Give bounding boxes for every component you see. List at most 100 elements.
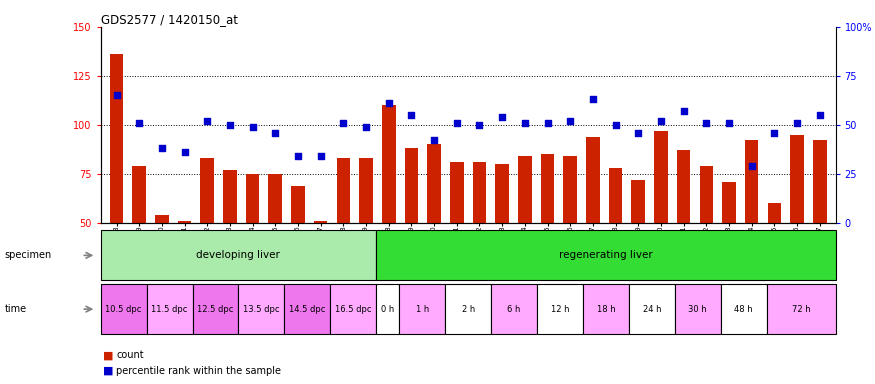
Point [676, 108, 690, 114]
Point [518, 120, 532, 126]
Point [790, 120, 804, 126]
Bar [445, 284, 491, 334]
Text: 30 h: 30 h [689, 305, 707, 314]
Text: developing liver: developing liver [197, 250, 280, 260]
Text: 18 h: 18 h [597, 305, 615, 314]
Text: regenerating liver: regenerating liver [559, 250, 653, 260]
Bar [813, 141, 827, 321]
Text: specimen: specimen [4, 250, 52, 260]
Point [336, 120, 350, 126]
Bar [331, 284, 376, 334]
Point [246, 124, 260, 130]
Bar [721, 284, 766, 334]
Point [178, 149, 192, 155]
Text: 13.5 dpc: 13.5 dpc [243, 305, 280, 314]
Bar [790, 135, 804, 321]
Bar [269, 174, 282, 321]
Point [564, 118, 578, 124]
Point [404, 112, 418, 118]
Text: percentile rank within the sample: percentile rank within the sample [116, 366, 282, 376]
Bar [337, 158, 350, 321]
Bar [155, 215, 169, 321]
Point [699, 120, 713, 126]
Text: 12.5 dpc: 12.5 dpc [197, 305, 234, 314]
Text: 48 h: 48 h [734, 305, 753, 314]
Bar [518, 156, 532, 321]
Text: time: time [4, 304, 26, 314]
Bar [178, 221, 192, 321]
Text: 14.5 dpc: 14.5 dpc [289, 305, 326, 314]
Bar [147, 284, 192, 334]
Bar [586, 137, 599, 321]
Point [813, 112, 827, 118]
Text: 72 h: 72 h [792, 305, 810, 314]
Bar [541, 154, 555, 321]
Bar [246, 174, 259, 321]
Bar [609, 168, 622, 321]
Bar [200, 158, 214, 321]
Bar [192, 284, 238, 334]
Bar [382, 105, 396, 321]
Point [382, 100, 396, 106]
Point [450, 120, 464, 126]
Text: 16.5 dpc: 16.5 dpc [335, 305, 372, 314]
Point [359, 124, 373, 130]
Bar [360, 158, 373, 321]
Point [609, 122, 623, 128]
Bar [376, 230, 836, 280]
Point [223, 122, 237, 128]
Bar [583, 284, 629, 334]
Point [269, 129, 283, 136]
Text: 2 h: 2 h [461, 305, 475, 314]
Text: ■: ■ [103, 366, 114, 376]
Text: 1 h: 1 h [416, 305, 429, 314]
Bar [132, 166, 146, 321]
Bar [745, 141, 759, 321]
Point [586, 96, 600, 103]
Bar [654, 131, 668, 321]
Bar [629, 284, 675, 334]
Bar [491, 284, 537, 334]
Bar [632, 180, 645, 321]
Bar [314, 221, 327, 321]
Text: 10.5 dpc: 10.5 dpc [105, 305, 142, 314]
Bar [223, 170, 237, 321]
Bar [109, 54, 123, 321]
Bar [537, 284, 583, 334]
Bar [766, 284, 836, 334]
Bar [238, 284, 284, 334]
Bar [495, 164, 509, 321]
Point [767, 129, 781, 136]
Bar [101, 230, 376, 280]
Point [132, 120, 146, 126]
Point [495, 114, 509, 120]
Point [654, 118, 668, 124]
Bar [404, 148, 418, 321]
Bar [677, 150, 690, 321]
Text: 24 h: 24 h [642, 305, 662, 314]
Bar [101, 284, 147, 334]
Bar [291, 185, 304, 321]
Point [541, 120, 555, 126]
Point [155, 145, 169, 151]
Bar [284, 284, 331, 334]
Bar [427, 144, 441, 321]
Text: 11.5 dpc: 11.5 dpc [151, 305, 188, 314]
Text: ■: ■ [103, 350, 114, 360]
Point [473, 122, 487, 128]
Bar [675, 284, 721, 334]
Bar [473, 162, 487, 321]
Point [722, 120, 736, 126]
Bar [376, 284, 399, 334]
Bar [722, 182, 736, 321]
Bar [564, 156, 577, 321]
Point [313, 153, 327, 159]
Point [631, 129, 645, 136]
Point [745, 163, 759, 169]
Bar [399, 284, 445, 334]
Point [291, 153, 305, 159]
Text: 12 h: 12 h [550, 305, 570, 314]
Bar [450, 162, 464, 321]
Point [200, 118, 214, 124]
Point [109, 92, 123, 98]
